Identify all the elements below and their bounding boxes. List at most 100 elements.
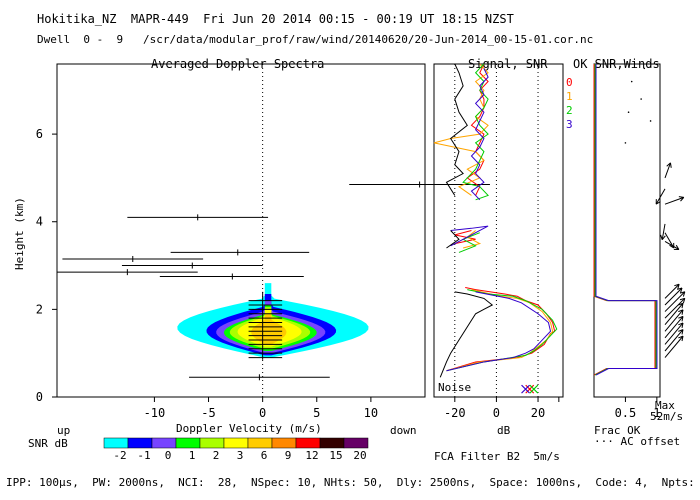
snr-db-label: SNR dB — [28, 437, 68, 450]
wind-barb-shaft — [661, 223, 666, 240]
ac-offset-dot — [624, 142, 627, 144]
signal-series-3 — [470, 68, 489, 201]
spectral-bar — [57, 269, 198, 276]
wind-barb-head — [679, 291, 685, 294]
wind-barb-shaft — [664, 232, 675, 249]
wind-barb-head — [678, 322, 684, 326]
wind-barb-head — [681, 336, 684, 342]
wind-barb-head — [681, 316, 684, 322]
snr-color-swatch — [127, 437, 153, 449]
wind-barb — [664, 162, 672, 179]
wind-barb-head — [682, 298, 686, 304]
frac-ok-line — [594, 64, 657, 376]
velocity-tick-label: 5 — [313, 406, 320, 420]
header-file-path: Dwell 0 - 9 /scr/data/modular_prof/raw/w… — [37, 33, 594, 46]
snr-scale-tick: 9 — [285, 449, 292, 462]
header-title: Hokitika_NZ MAPR-449 Fri Jun 20 2014 00:… — [37, 12, 514, 26]
signal-frame — [433, 63, 564, 398]
signal-series-2 — [458, 232, 480, 253]
wind-barb — [664, 287, 683, 306]
spectral-bar — [121, 262, 263, 269]
signal-series-Noise — [446, 230, 460, 249]
db-tick-label: 0 — [493, 406, 500, 420]
spectra-snr-contour-6 — [251, 313, 287, 345]
wind-barb-head — [682, 291, 686, 297]
wind-barb-shaft — [664, 322, 684, 345]
wind-barb-head — [655, 201, 661, 205]
frac-ok-line — [593, 64, 656, 376]
wind-barb-head — [681, 322, 684, 328]
spectral-bar — [170, 249, 310, 256]
wind-barb-head — [679, 297, 685, 301]
snr-scale-tick: 20 — [353, 449, 366, 462]
snr-color-swatch — [151, 437, 177, 449]
snr-color-scale: -2 -1 0 1 2 3 6 9 12 15 20 — [103, 437, 369, 462]
ac-offset-label: ··· AC offset — [594, 435, 681, 448]
noise-label: Noise — [438, 381, 472, 394]
wind-barb-shaft — [664, 291, 686, 312]
wind-barb-head — [681, 309, 684, 315]
spectra-panel: -10 -5 0 5 10 0 2 4 6 — [36, 63, 490, 420]
snr-color-swatch — [295, 437, 321, 449]
beam-legend-1: 1 — [566, 90, 573, 103]
snr-color-swatch — [247, 437, 273, 449]
wind-barb — [664, 302, 684, 326]
wind-barb — [664, 322, 684, 345]
spectra-frame — [56, 63, 426, 398]
ac-offset-dot — [649, 120, 652, 122]
fca-filter-label: FCA Filter B2 5m/s — [434, 450, 560, 463]
frac-ok-line — [595, 64, 658, 376]
wind-barb-head — [680, 197, 685, 202]
wind-barb-head — [678, 302, 684, 306]
wind-barb-head — [678, 196, 684, 198]
wind-barb-head — [677, 287, 683, 290]
beam-legend-0: 0 — [566, 76, 573, 89]
snr-marker — [521, 384, 530, 394]
ac-offset-dot — [627, 111, 630, 113]
beam-legend-3: 3 — [566, 118, 573, 131]
snr-marker — [529, 384, 539, 394]
height-tick-label: 2 — [36, 302, 43, 316]
signal-series-1 — [463, 230, 482, 249]
wind-barb-shaft — [664, 162, 671, 179]
ac-offset-dot — [640, 98, 642, 100]
ok-snr-panel: 0.5 1 — [593, 63, 686, 420]
wind-barb-head — [669, 244, 675, 249]
height-tick-label: 6 — [36, 127, 43, 141]
wind-barb-shaft — [664, 335, 684, 358]
wind-barb — [664, 283, 680, 299]
frac-ok-tick-label: 0.5 — [615, 406, 637, 420]
wind-barb-shaft — [664, 287, 683, 306]
snr-marker — [525, 384, 535, 394]
signal-series-1 — [446, 289, 554, 372]
velocity-tick-label: 0 — [259, 406, 266, 420]
wind-barb — [664, 297, 686, 319]
footer-parameters: IPP: 100μs, PW: 2000ns, NCI: 28, NSpec: … — [6, 476, 700, 489]
velocity-tick-label: -5 — [201, 406, 215, 420]
wind-barb — [664, 329, 684, 352]
signal-series-Noise — [439, 291, 494, 378]
velocity-axis-label: Doppler Velocity (m/s) — [176, 422, 322, 435]
wind-barb-shaft — [664, 329, 684, 352]
wind-barb — [664, 196, 685, 205]
wind-barb-head — [681, 329, 684, 335]
snr-scale-tick: 2 — [213, 449, 220, 462]
snr-color-swatch — [103, 437, 129, 449]
wind-barb-shaft — [664, 297, 686, 319]
wind-barb-head — [666, 162, 671, 167]
wind-barb — [664, 315, 684, 339]
wind-barb-head — [675, 244, 680, 250]
velocity-tick-label: -10 — [144, 406, 166, 420]
spectral-bar — [159, 273, 304, 280]
wind-barb-shaft — [664, 316, 684, 339]
ok-frame — [593, 63, 661, 398]
wind-barb — [664, 335, 684, 358]
snr-color-swatch — [223, 437, 249, 449]
wind-barb-head — [680, 287, 683, 293]
snr-scale-tick: 1 — [189, 449, 196, 462]
snr-color-swatch — [199, 437, 225, 449]
wind-barb-head — [678, 315, 684, 319]
spectral-bar — [189, 374, 330, 381]
wind-barb-head — [674, 283, 680, 287]
